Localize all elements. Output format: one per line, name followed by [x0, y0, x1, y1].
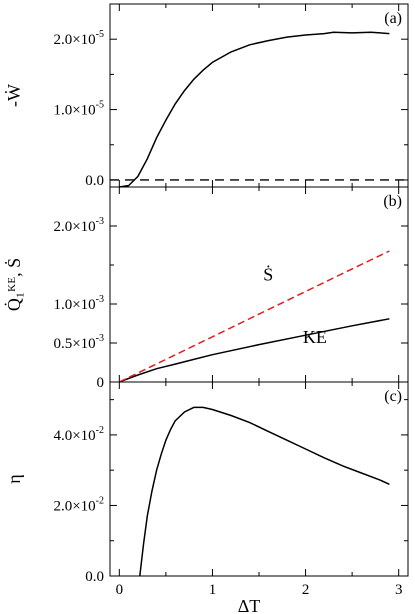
x-tick-label: 2: [302, 582, 310, 598]
x-axis-label: ΔT: [238, 596, 261, 614]
y-tick-label: 2.0×10-5: [53, 29, 104, 48]
y-axis-label: Q̇₁ᴷᴱ, Ṡ: [3, 258, 24, 311]
y-tick-label: 1.0×10-3: [53, 294, 104, 313]
y-tick-label: 4.0×10-2: [53, 425, 104, 444]
panel-label: (c): [384, 388, 402, 405]
y-tick-exponent: -3: [96, 333, 104, 344]
y-tick-label: 1.0×10-5: [53, 100, 104, 119]
y-tick-mantissa: 2.0×10: [53, 219, 95, 235]
y-tick-mantissa: 4.0×10: [53, 428, 95, 444]
panel-a: 0.01.0×10-52.0×10-5-Ẇ(a): [3, 3, 409, 189]
y-tick-label: 0: [97, 375, 105, 391]
y-tick-mantissa: 0.5×10: [53, 336, 95, 352]
y-tick-exponent: -2: [96, 495, 104, 506]
x-tick-label: 3: [395, 582, 403, 598]
y-axis-label: η: [4, 474, 24, 483]
y-tick-label: 0.0: [85, 173, 104, 189]
plot-frame: [109, 186, 409, 383]
y-tick-exponent: -5: [96, 100, 104, 111]
y-tick-mantissa: 0: [97, 375, 105, 391]
panel-label: (b): [383, 193, 402, 210]
series-annotation: KE: [303, 327, 327, 347]
plot-frame: [109, 3, 409, 188]
y-tick-label: 0.0: [85, 569, 104, 585]
y-tick-mantissa: 1.0×10: [53, 103, 95, 119]
y-axis-label: -Ẇ: [3, 84, 24, 107]
y-tick-exponent: -3: [96, 294, 104, 305]
y-tick-label: 2.0×10-2: [53, 495, 104, 514]
series-annotation: Ṡ: [263, 265, 273, 285]
x-tick-label: 0: [116, 582, 124, 598]
series-line-1: [119, 31, 390, 188]
y-tick-exponent: -5: [96, 29, 104, 40]
y-tick-exponent: -3: [96, 216, 104, 227]
y-tick-mantissa: 0.0: [85, 569, 104, 585]
series-line-2: [118, 250, 390, 383]
y-tick-label: 2.0×10-3: [53, 216, 104, 235]
y-tick-mantissa: 2.0×10: [53, 498, 95, 514]
y-tick-mantissa: 1.0×10: [53, 297, 95, 313]
y-tick-label: 0.5×10-3: [53, 333, 104, 352]
panel-b: 00.5×10-31.0×10-32.0×10-3Q̇₁ᴷᴱ, Ṡ(b)ṠKE: [3, 186, 409, 391]
series-line-1: [119, 318, 390, 383]
y-tick-mantissa: 0.0: [85, 173, 104, 189]
panel-label: (a): [384, 10, 402, 27]
series-line-1: [139, 406, 390, 577]
y-tick-mantissa: 2.0×10: [53, 32, 95, 48]
x-tick-label: 1: [209, 582, 217, 598]
y-tick-exponent: -2: [96, 425, 104, 436]
